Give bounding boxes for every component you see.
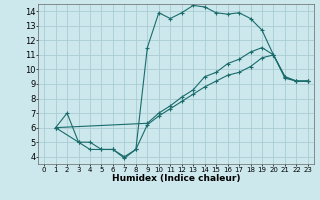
X-axis label: Humidex (Indice chaleur): Humidex (Indice chaleur) <box>112 174 240 183</box>
